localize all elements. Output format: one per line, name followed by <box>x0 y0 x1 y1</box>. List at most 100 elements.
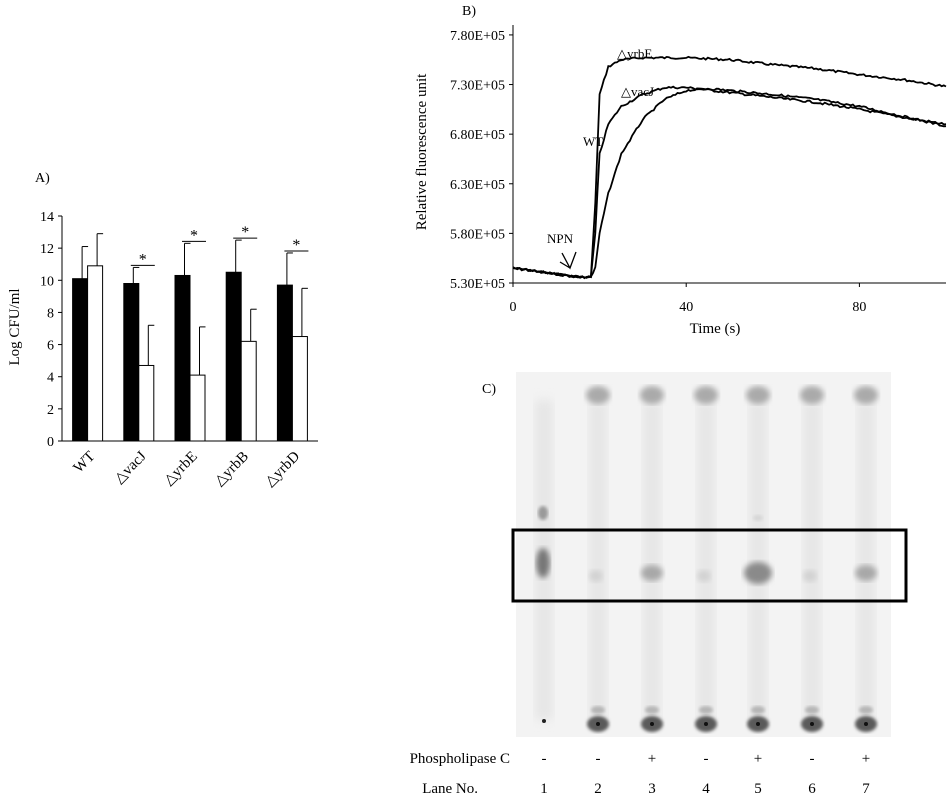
spot <box>803 570 817 582</box>
spot <box>744 562 772 584</box>
panel-a-label: A) <box>35 171 50 186</box>
lane-treatment: - <box>596 751 601 767</box>
significance-star: * <box>190 227 198 244</box>
tlc-plate <box>516 372 891 737</box>
lane-treatment: + <box>754 751 762 767</box>
bar <box>138 364 155 442</box>
panel-c-label: C) <box>482 382 496 397</box>
y-tick-label: 4 <box>47 371 54 386</box>
x-tick-label: 0 <box>510 300 517 315</box>
origin-dot <box>650 722 654 726</box>
series-label: △vacJ <box>621 84 654 99</box>
spot <box>855 565 877 581</box>
x-tick-label: △vacJ <box>111 448 149 486</box>
lane-number: 1 <box>540 781 548 797</box>
panel-b-lines: △yrbE △vacJ WT NPN <box>512 46 947 280</box>
highlight-box <box>511 528 908 603</box>
significance-star: * <box>292 237 300 254</box>
lane-number-label: Lane No. <box>422 781 478 797</box>
spot <box>591 706 605 714</box>
lane-number: 7 <box>862 781 870 797</box>
y-tick-label: 6 <box>47 339 54 354</box>
solvent-front-spot <box>694 386 718 404</box>
y-tick-label: 8 <box>47 306 54 321</box>
x-tick-label: WT <box>71 449 99 477</box>
panel-b-label: B) <box>462 4 476 19</box>
lane-treatment: - <box>542 751 547 767</box>
bar <box>240 340 257 442</box>
series-line <box>512 85 947 279</box>
y-tick-label: 10 <box>40 274 54 289</box>
lane-number: 3 <box>648 781 656 797</box>
npn-annotation: NPN <box>547 231 574 246</box>
bar <box>72 278 89 442</box>
lane-treatment: + <box>862 751 870 767</box>
y-tick-label: 7.80E+05 <box>450 29 505 44</box>
panel-b-ylabel: Relative fluorescence unit <box>414 73 430 230</box>
tlc-spots <box>535 386 878 732</box>
series-label: △yrbE <box>617 46 652 61</box>
x-tick-label: 40 <box>679 300 693 315</box>
origin-dot <box>596 722 600 726</box>
series-label: WT <box>583 134 603 149</box>
bar <box>174 274 191 442</box>
origin-dot <box>864 722 868 726</box>
y-tick-label: 5.30E+05 <box>450 277 505 292</box>
lane-streak <box>643 400 661 720</box>
spot <box>753 515 763 521</box>
spot <box>536 548 550 578</box>
bar <box>189 374 206 442</box>
origin-dot <box>810 722 814 726</box>
solvent-front-spot <box>586 386 610 404</box>
solvent-front-spot <box>746 386 770 404</box>
lane-labels: - 1 - 2 +3 - 4 +5 - 6 +7 <box>540 751 870 797</box>
lane-treatment: + <box>648 751 656 767</box>
lane-number: 2 <box>594 781 602 797</box>
spot <box>538 506 548 520</box>
significance-star: * <box>241 224 249 241</box>
panel-c: C) Phospholipase C Lane No. - 1 - 2 +3 - 4 +5 - 6… <box>410 372 908 797</box>
spot <box>751 706 765 714</box>
spot <box>641 565 663 581</box>
lane-number: 4 <box>702 781 710 797</box>
origin-dot <box>704 722 708 726</box>
origin-dot <box>542 719 546 723</box>
y-tick-label: 14 <box>40 210 54 225</box>
spot <box>697 570 711 582</box>
solvent-front-spot <box>854 386 878 404</box>
panel-b-xlabel: Time (s) <box>690 321 741 337</box>
x-tick-label: △yrbB <box>211 449 252 490</box>
bar <box>225 271 242 442</box>
y-tick-label: 6.30E+05 <box>450 178 505 193</box>
treatment-label: Phospholipase C <box>410 751 510 767</box>
lane-streak <box>857 400 875 720</box>
y-tick-label: 6.80E+05 <box>450 128 505 143</box>
y-tick-label: 0 <box>47 435 54 450</box>
series-line <box>512 87 947 279</box>
bar <box>291 336 308 442</box>
spot <box>859 706 873 714</box>
y-tick-label: 5.80E+05 <box>450 227 505 242</box>
npn-arrow <box>559 251 577 270</box>
y-tick-label: 12 <box>40 242 54 257</box>
panel-a-bars: * * * * <box>72 224 309 442</box>
panel-a-ylabel: Log CFU/ml <box>7 288 23 365</box>
spot <box>589 570 603 582</box>
bar <box>123 283 140 442</box>
lane-streak <box>803 400 821 720</box>
lane-treatment: - <box>810 751 815 767</box>
significance-star: * <box>139 251 147 268</box>
y-tick-label: 7.30E+05 <box>450 79 505 94</box>
lane-streak <box>589 400 607 720</box>
x-tick-label: △yrbE <box>161 449 201 489</box>
bar <box>87 265 104 442</box>
bar <box>276 284 293 442</box>
lane-streak <box>697 400 715 720</box>
spot <box>699 706 713 714</box>
lane-number: 6 <box>808 781 816 797</box>
origin-dot <box>756 722 760 726</box>
panel-b: B) Relative fluorescence unit Time (s) 5… <box>414 4 947 337</box>
panel-b-axes: 5.30E+05 5.80E+05 6.30E+05 6.80E+05 7.30E+05… <box>450 25 946 315</box>
